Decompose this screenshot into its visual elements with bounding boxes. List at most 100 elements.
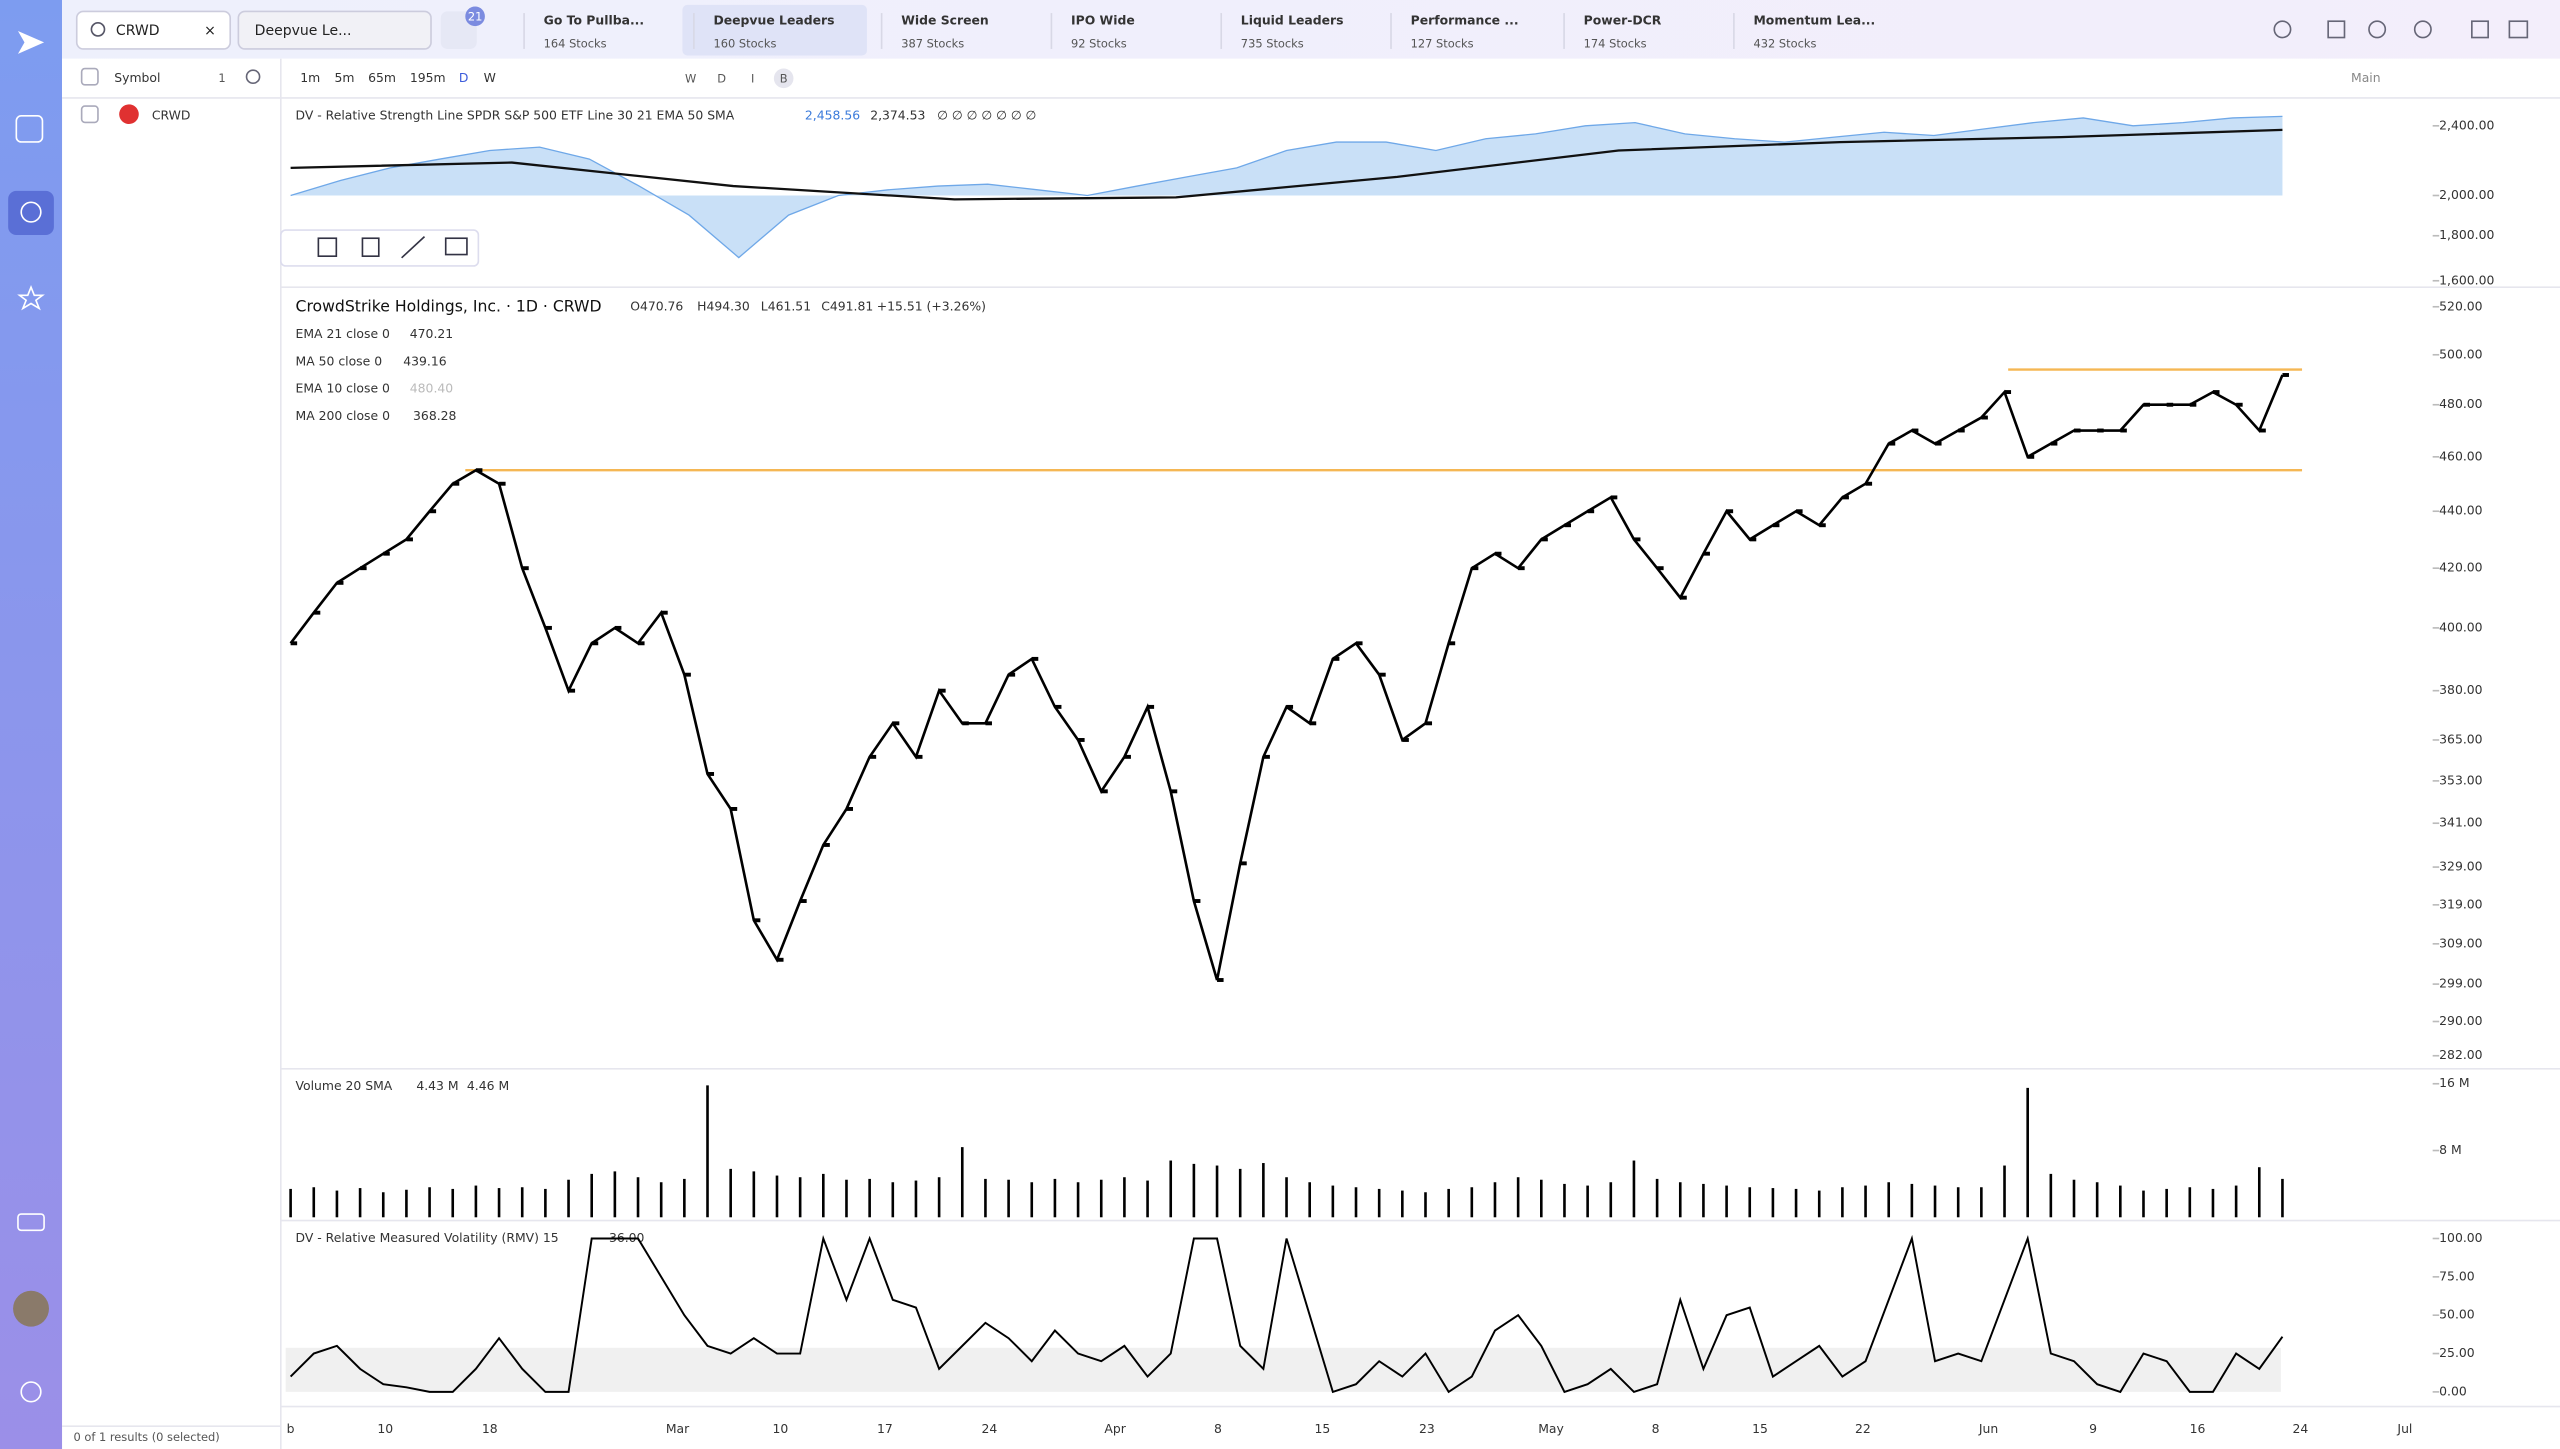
period: W [685, 72, 696, 86]
y-tick-label: 25.00 [2439, 1345, 2475, 1360]
y-tick-label: 420.00 [2439, 560, 2482, 575]
interval[interactable]: 1m [300, 70, 320, 85]
indicator-value: 439.16 [403, 353, 446, 368]
x-tick-label: 23 [1419, 1421, 1435, 1436]
watchlist-footer: 0 of 1 results (0 selected) [73, 1430, 219, 1444]
x-tick-label: 17 [877, 1421, 893, 1436]
y-tick-label: 500.00 [2439, 346, 2482, 361]
x-tick-label: May [1538, 1421, 1564, 1436]
close: C491.81 [821, 298, 873, 313]
tab-count: 432 Stocks [1753, 37, 1816, 51]
y-tick-label: 0.00 [2439, 1383, 2467, 1398]
nav-icon[interactable] [20, 201, 42, 223]
x-tick-label: 9 [2089, 1421, 2097, 1436]
interval[interactable]: D [459, 70, 469, 85]
y-tick-label: 341.00 [2439, 815, 2482, 830]
tab-title[interactable]: Go To Pullba... [544, 13, 644, 28]
watchlist-row[interactable]: CRWD [152, 107, 191, 122]
line [290, 128, 2283, 201]
list-name: Deepvue Le... [255, 23, 352, 39]
tab-count: 735 Stocks [1241, 37, 1304, 51]
rs-sma-value: 2,374.53 [870, 107, 925, 122]
logo [17, 31, 45, 54]
y-tick-label: 440.00 [2439, 503, 2482, 518]
tab-count: 387 Stocks [901, 37, 964, 51]
x-tick-label: Mar [666, 1421, 690, 1436]
low: L461.51 [761, 298, 811, 313]
y-tick-label: 380.00 [2439, 682, 2482, 697]
x-tick-label: Apr [1104, 1421, 1126, 1436]
tab-count: 174 Stocks [1584, 37, 1647, 51]
y-tick-label: 400.00 [2439, 619, 2482, 634]
drawing-tools[interactable] [317, 236, 468, 259]
symbol-count: 1 [218, 71, 225, 85]
y-tick-label: 16 M [2439, 1075, 2469, 1090]
y-tick-label: 353.00 [2439, 772, 2482, 787]
clear[interactable]: × [204, 23, 216, 39]
layout-name[interactable]: Main [2351, 70, 2381, 85]
indicator-value: 470.21 [410, 326, 453, 341]
badge [465, 6, 485, 27]
checkbox[interactable] [80, 67, 99, 86]
search-box[interactable] [75, 10, 232, 50]
y-tick-label: 520.00 [2439, 298, 2482, 313]
rmv-value: 36.00 [609, 1230, 645, 1245]
tab-title[interactable]: IPO Wide [1071, 13, 1135, 28]
x-tick-label: 24 [981, 1421, 997, 1436]
nav-icon[interactable] [17, 1213, 45, 1232]
avatar[interactable] [13, 1290, 49, 1327]
interval[interactable]: 65m [368, 70, 396, 85]
header-icons [2273, 20, 2529, 39]
chart-title: CrowdStrike Holdings, Inc. · 1D · CRWD [296, 296, 602, 315]
y-tick-label: 329.00 [2439, 859, 2482, 874]
period: I [751, 72, 754, 86]
y-tick-label: 309.00 [2439, 935, 2482, 950]
y-tick-label: 2,400.00 [2439, 117, 2494, 132]
tab-count: 92 Stocks [1071, 37, 1127, 51]
search-icon [90, 22, 106, 37]
x-tick-label: Jul [2396, 1421, 2412, 1436]
x-tick-label: b [287, 1421, 295, 1436]
tab-title[interactable]: Power-DCR [1584, 13, 1662, 28]
indicator-value: 480.40 [410, 381, 453, 396]
y-tick-label: 100.00 [2439, 1230, 2482, 1245]
rs-extras: ∅ ∅ ∅ ∅ ∅ ∅ ∅ [937, 107, 1036, 122]
volume-sma: 4.46 M [467, 1078, 509, 1093]
x-tick-label: 10 [377, 1421, 393, 1436]
indicator-name: EMA 21 close 0 [296, 326, 391, 341]
help-icon[interactable] [20, 1381, 42, 1403]
tab-title[interactable]: Liquid Leaders [1241, 13, 1344, 28]
interval[interactable]: W [484, 70, 496, 85]
nav-icon[interactable] [17, 284, 45, 311]
y-tick-label: 1,800.00 [2439, 227, 2494, 242]
tab-active[interactable] [682, 4, 867, 56]
toolbar [62, 58, 2560, 98]
tab-title[interactable]: Wide Screen [901, 13, 989, 28]
tab-title[interactable]: Performance ... [1411, 13, 1519, 28]
list-select[interactable] [237, 10, 432, 50]
symbol-header: Symbol [114, 70, 160, 85]
search-symbol: CRWD [116, 23, 160, 39]
ticker-logo [119, 104, 139, 125]
indicator-name: EMA 10 close 0 [296, 381, 391, 396]
tab-title[interactable]: Deepvue Leaders [713, 13, 834, 28]
price-line [289, 374, 2284, 981]
line [290, 115, 2283, 259]
interval[interactable]: 195m [410, 70, 446, 85]
volume-title: Volume 20 SMA [296, 1078, 393, 1093]
x-tick-label: 15 [1315, 1421, 1331, 1436]
nav-icon[interactable] [15, 115, 44, 143]
x-tick-label: 24 [2293, 1421, 2309, 1436]
y-tick-label: 319.00 [2439, 896, 2482, 911]
tab-title[interactable]: Momentum Lea... [1753, 13, 1875, 28]
nav-active[interactable] [8, 190, 54, 235]
y-tick-label: 8 M [2439, 1142, 2462, 1157]
period-button[interactable] [773, 68, 794, 89]
period: D [717, 72, 726, 86]
checkbox[interactable] [80, 105, 99, 124]
settings[interactable] [245, 69, 261, 85]
y-tick-label: 460.00 [2439, 448, 2482, 463]
interval[interactable]: 5m [335, 70, 355, 85]
panel-dividers [280, 286, 2560, 1408]
